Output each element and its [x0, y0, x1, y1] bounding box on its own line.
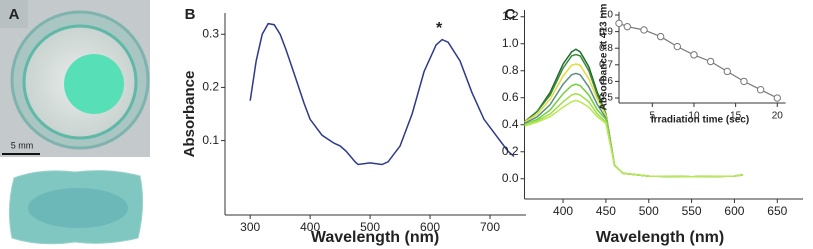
x-tick-label: 600 [420, 220, 440, 234]
x-tick-label: 5 [650, 111, 656, 122]
x-tick-label: 500 [639, 204, 659, 218]
gel-shade [28, 188, 128, 228]
data-line [524, 99, 744, 178]
y-tick-label: 1.0 [502, 36, 519, 50]
y-tick-label: 0.6 [502, 90, 519, 104]
x-tick-label: 450 [596, 204, 616, 218]
x-tick-label: 600 [724, 204, 744, 218]
data-point [690, 51, 698, 59]
data-point [706, 57, 715, 66]
x-tick-label: 300 [240, 220, 260, 234]
x-tick-label: 400 [300, 220, 320, 234]
x-axis-label: Wavelength (nm) [596, 229, 724, 246]
y-axis-label: Absorbance [181, 71, 198, 158]
y-tick-label: 0.0 [502, 171, 519, 185]
label-bg [0, 0, 28, 28]
x-tick-label: 650 [767, 204, 787, 218]
y-tick-label: 0.2 [502, 144, 519, 158]
y-tick-label: 0.9 [599, 26, 613, 37]
panel-label: C [505, 6, 516, 23]
y-tick-label: 0.3 [202, 26, 219, 40]
data-point [673, 42, 682, 51]
scale-bar-label: 5 mm [11, 140, 34, 150]
y-tick-label: 0.1 [202, 133, 219, 147]
data-line [524, 83, 744, 178]
y-tick-label: 0.8 [502, 63, 519, 77]
y-tick-label: 0.2 [202, 80, 219, 94]
y-tick-label: 1.2 [502, 9, 519, 23]
data-line [618, 22, 778, 99]
annotation: * [436, 20, 443, 37]
data-point [623, 22, 632, 31]
y-tick-label: 1.0 [599, 10, 613, 21]
y-axis-label: Absorbance at 413 nm [599, 4, 610, 111]
x-axis-label: Irradiation time (sec) [651, 115, 749, 126]
x-tick-label: 15 [730, 111, 742, 122]
x-tick-label: 550 [682, 204, 702, 218]
y-tick-label: 0.4 [502, 117, 519, 131]
panel-label: A [9, 6, 20, 23]
data-line [524, 48, 744, 178]
x-tick-label: 700 [480, 220, 500, 234]
gel-disc [64, 54, 124, 114]
x-tick-label: 20 [772, 111, 784, 122]
data-point [756, 86, 765, 94]
y-tick-label: 0.5 [599, 93, 613, 104]
data-point [740, 77, 748, 86]
x-tick-label: 500 [360, 220, 380, 234]
panel-label: B [185, 6, 196, 23]
y-tick-label: 0.8 [599, 43, 613, 54]
y-tick-label: 0.6 [599, 76, 613, 87]
data-point [640, 26, 648, 34]
data-line [524, 92, 744, 178]
data-line [249, 22, 515, 166]
data-point [773, 94, 781, 102]
x-axis-label: Wavelength (nm) [311, 229, 439, 246]
x-tick-label: 10 [688, 111, 700, 122]
y-tick-label: 0.7 [599, 59, 613, 70]
data-point [615, 19, 623, 28]
data-point [656, 32, 665, 41]
x-tick-label: 400 [553, 204, 573, 218]
data-point [723, 67, 731, 76]
